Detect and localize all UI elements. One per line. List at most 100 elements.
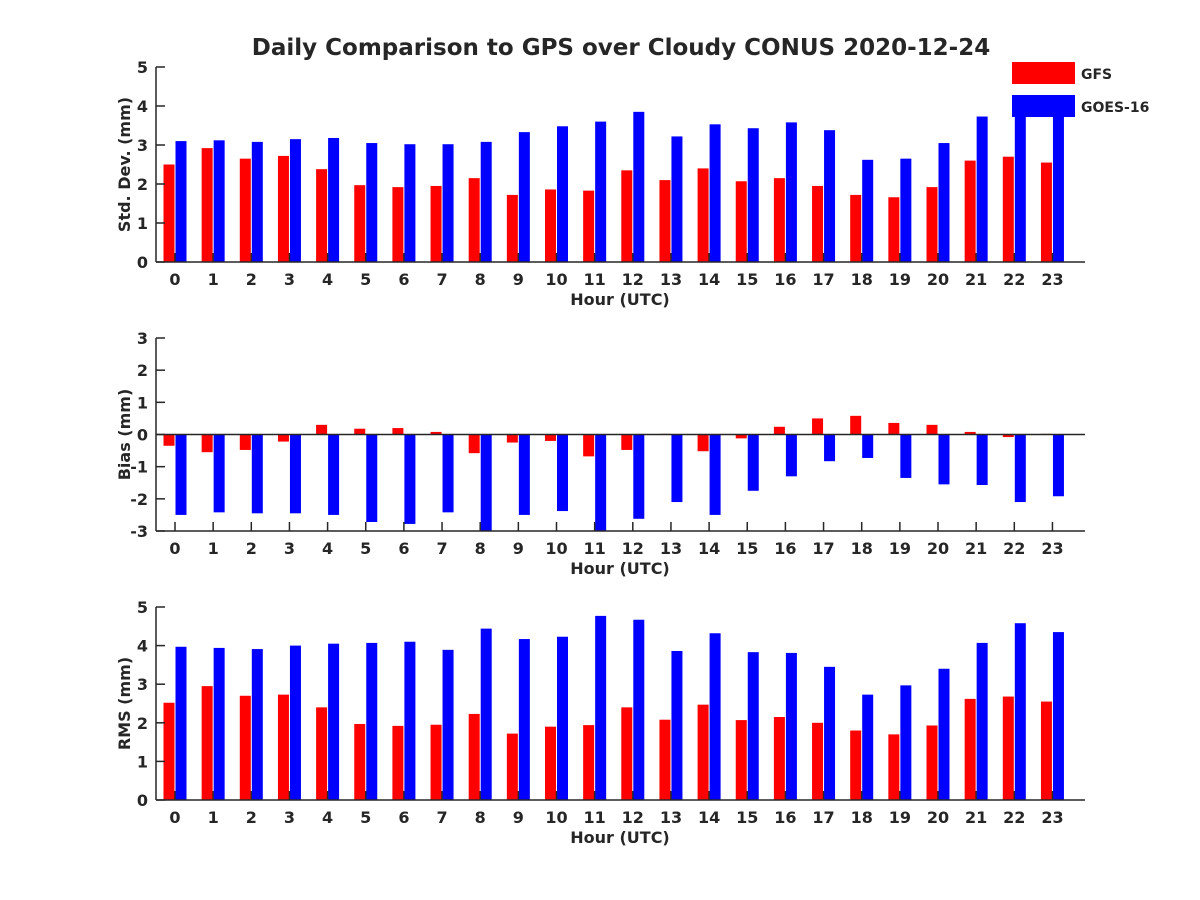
bar-gfs-hour-10 [545,726,556,800]
x-tick-label: 14 [698,270,720,289]
bar-goes16-hour-21 [976,642,988,800]
bar-goes16-hour-1 [213,434,225,513]
bar-goes16-hour-13 [671,136,683,262]
y-axis-label: RMS (mm) [115,657,134,750]
bar-goes16-hour-19 [900,434,912,478]
x-tick-label: 22 [1003,808,1025,827]
bar-gfs-hour-0 [163,434,175,446]
bar-gfs-hour-22 [1002,696,1014,800]
bar-gfs-hour-19 [888,422,900,435]
bar-gfs-hour-16 [773,717,785,800]
bar-gfs-hour-3 [277,434,289,442]
bar-gfs-hour-7 [430,724,442,800]
x-tick-label: 2 [246,539,257,558]
x-tick-label: 4 [322,270,333,289]
legend: GFS GOES-16 [1012,62,1149,117]
bar-goes16-hour-0 [175,434,187,515]
bar-gfs-hour-2 [239,434,251,450]
bar-goes16-hour-6 [404,641,416,800]
y-tick-label: 2 [137,361,148,380]
bar-gfs-hour-2 [239,158,251,262]
bar-goes16-hour-11 [595,434,607,531]
x-tick-label: 20 [927,808,949,827]
bar-goes16-hour-13 [671,651,683,800]
bar-gfs-hour-21 [964,160,976,262]
y-tick-label: 2 [137,175,148,194]
bar-goes16-hour-7 [442,649,454,800]
x-tick-label: 11 [584,539,606,558]
bar-gfs-hour-13 [659,180,671,262]
bar-goes16-hour-12 [633,434,645,519]
legend-swatch-gfs [1012,62,1075,84]
bar-goes16-hour-16 [785,122,797,262]
y-tick-label: 0 [137,791,148,810]
x-tick-label: 2 [246,270,257,289]
y-tick-label: 3 [137,675,148,694]
bar-gfs-hour-15 [735,720,747,800]
x-axis-label: Hour (UTC) [570,559,670,578]
y-tick-label: -2 [130,490,148,509]
x-tick-label: 23 [1041,539,1063,558]
x-tick-label: 13 [660,539,682,558]
x-tick-label: 7 [436,270,447,289]
x-tick-label: 6 [398,808,409,827]
y-tick-label: 5 [137,58,148,77]
x-tick-label: 4 [322,539,333,558]
bar-goes16-hour-22 [1014,102,1026,262]
bar-goes16-hour-13 [671,434,683,503]
bar-goes16-hour-12 [633,619,645,800]
bar-gfs-hour-18 [850,194,862,262]
bar-gfs-hour-23 [1040,162,1052,262]
bar-goes16-hour-10 [557,636,568,800]
bar-goes16-hour-18 [862,159,874,262]
bar-goes16-hour-9 [518,434,530,515]
bar-goes16-hour-2 [251,649,263,800]
bar-gfs-hour-14 [697,704,709,800]
x-tick-label: 9 [513,539,524,558]
bar-goes16-hour-3 [289,645,301,800]
x-tick-label: 17 [812,539,834,558]
bar-gfs-hour-9 [506,194,518,262]
bar-gfs-hour-23 [1040,701,1052,800]
bar-goes16-hour-20 [938,434,950,485]
bar-goes16-hour-15 [747,128,759,262]
bar-goes16-hour-8 [480,141,492,262]
x-tick-label: 21 [965,808,987,827]
x-axis-label: Hour (UTC) [570,828,670,847]
bar-gfs-hour-6 [392,725,404,800]
bar-gfs-hour-22 [1002,434,1014,438]
x-tick-label: 23 [1041,808,1063,827]
bar-goes16-hour-17 [824,434,836,462]
x-tick-label: 21 [965,539,987,558]
bar-goes16-hour-7 [442,434,454,513]
x-tick-label: 5 [360,539,371,558]
bar-gfs-hour-14 [697,434,709,452]
x-tick-label: 11 [584,270,606,289]
bar-gfs-hour-4 [316,424,328,435]
bar-goes16-hour-22 [1014,623,1026,800]
bar-gfs-hour-11 [583,190,595,262]
bar-goes16-hour-5 [366,434,378,522]
bar-goes16-hour-6 [404,434,416,524]
bar-gfs-hour-18 [850,730,862,800]
x-tick-label: 15 [736,808,758,827]
bar-goes16-hour-15 [747,434,759,491]
bar-gfs-hour-12 [621,434,633,450]
x-tick-label: 1 [208,808,219,827]
x-tick-label: 2 [246,808,257,827]
bar-goes16-hour-20 [938,143,950,262]
bar-goes16-hour-14 [709,633,721,800]
bar-gfs-hour-7 [430,185,442,262]
bar-goes16-hour-5 [366,642,378,800]
x-tick-label: 22 [1003,270,1025,289]
bar-goes16-hour-11 [595,121,607,262]
bar-gfs-hour-11 [583,725,595,800]
bar-gfs-hour-12 [621,707,633,800]
y-tick-label: 4 [137,637,148,656]
bar-gfs-hour-3 [277,694,289,800]
bar-gfs-hour-21 [964,698,976,800]
bar-gfs-hour-9 [506,434,518,443]
y-tick-label: 2 [137,714,148,733]
